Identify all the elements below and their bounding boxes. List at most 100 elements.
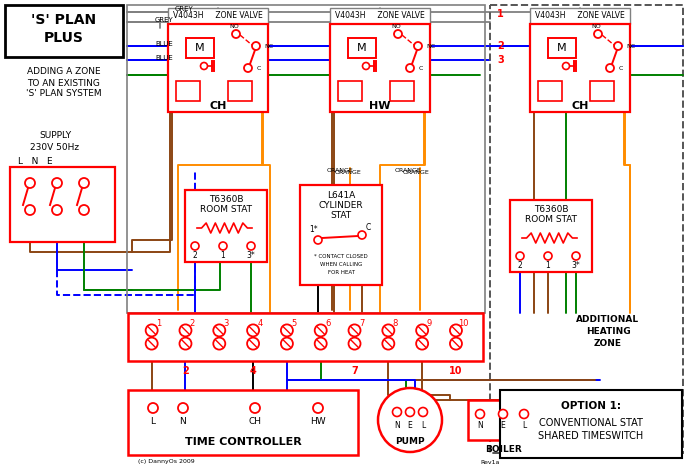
Bar: [330, 8, 430, 24]
Text: NC: NC: [264, 44, 273, 49]
Bar: [468, 400, 538, 440]
Text: ORANGE: ORANGE: [395, 168, 422, 173]
Circle shape: [79, 205, 89, 215]
Text: L   N   E: L N E: [18, 156, 52, 166]
Text: CH: CH: [571, 101, 589, 111]
Circle shape: [281, 324, 293, 336]
Circle shape: [315, 337, 326, 350]
Bar: [5, 5, 123, 57]
Circle shape: [358, 231, 366, 239]
Circle shape: [382, 337, 394, 350]
Circle shape: [252, 42, 260, 50]
Circle shape: [393, 408, 402, 417]
Text: E: E: [501, 421, 505, 430]
Bar: [127, 5, 485, 313]
Circle shape: [232, 30, 240, 38]
Text: NO: NO: [591, 24, 601, 29]
Text: T6360B: T6360B: [534, 205, 569, 214]
Text: 2: 2: [518, 262, 522, 271]
Text: M: M: [195, 43, 205, 53]
Circle shape: [450, 337, 462, 350]
Text: OPTION 1:: OPTION 1:: [561, 401, 621, 411]
Bar: [348, 38, 376, 58]
Circle shape: [247, 242, 255, 250]
Text: ORANGE: ORANGE: [335, 169, 362, 175]
Circle shape: [52, 178, 62, 188]
Bar: [530, 8, 630, 24]
Circle shape: [348, 337, 360, 350]
Text: 2: 2: [497, 41, 504, 51]
Text: 3: 3: [497, 55, 504, 65]
Text: 1*: 1*: [310, 226, 318, 234]
Circle shape: [244, 64, 252, 72]
Circle shape: [362, 63, 370, 70]
Text: GREY: GREY: [175, 6, 194, 12]
Bar: [128, 390, 358, 455]
Circle shape: [606, 64, 614, 72]
Circle shape: [516, 252, 524, 260]
Circle shape: [416, 337, 428, 350]
Text: (c) DannyOs 2009: (c) DannyOs 2009: [138, 460, 195, 465]
Circle shape: [146, 337, 158, 350]
Bar: [330, 24, 430, 112]
Text: CH: CH: [248, 417, 262, 425]
Text: 8: 8: [393, 319, 398, 328]
Circle shape: [52, 205, 62, 215]
Circle shape: [406, 64, 414, 72]
Text: 3*: 3*: [246, 251, 255, 261]
Text: ADDING A ZONE: ADDING A ZONE: [27, 67, 101, 76]
Circle shape: [315, 324, 326, 336]
Text: 10: 10: [457, 319, 469, 328]
Bar: [176, 81, 200, 101]
Text: 10: 10: [449, 366, 463, 376]
Circle shape: [419, 408, 428, 417]
Text: ROOM STAT: ROOM STAT: [200, 205, 252, 214]
Text: WHEN CALLING: WHEN CALLING: [319, 263, 362, 268]
Text: NC: NC: [426, 44, 435, 49]
Circle shape: [178, 403, 188, 413]
Bar: [300, 185, 382, 285]
Circle shape: [348, 324, 360, 336]
Text: ZONE: ZONE: [594, 339, 622, 349]
Bar: [510, 200, 592, 272]
Text: 1: 1: [497, 9, 504, 19]
Text: M: M: [357, 43, 367, 53]
Bar: [228, 81, 252, 101]
Text: PUMP: PUMP: [395, 438, 425, 446]
Text: PLUS: PLUS: [44, 31, 84, 45]
Bar: [10, 167, 115, 242]
Text: 1: 1: [546, 262, 551, 271]
Text: T6360B: T6360B: [209, 196, 244, 205]
Circle shape: [544, 252, 552, 260]
Bar: [338, 81, 362, 101]
Text: N: N: [179, 417, 186, 425]
Bar: [548, 38, 576, 58]
Text: STAT: STAT: [331, 211, 352, 219]
Circle shape: [25, 205, 35, 215]
Text: HEATING: HEATING: [586, 328, 630, 336]
Bar: [128, 313, 483, 361]
Text: 9: 9: [426, 319, 432, 328]
Text: C: C: [619, 66, 623, 71]
Text: C: C: [419, 66, 424, 71]
Circle shape: [250, 403, 260, 413]
Text: ORANGE: ORANGE: [326, 168, 353, 173]
Text: SHARED TIMESWITCH: SHARED TIMESWITCH: [538, 431, 644, 441]
Text: Rev1a: Rev1a: [480, 460, 500, 465]
Text: ROOM STAT: ROOM STAT: [525, 215, 577, 225]
Circle shape: [79, 178, 89, 188]
Circle shape: [201, 63, 208, 70]
Circle shape: [382, 324, 394, 336]
Circle shape: [614, 42, 622, 50]
Circle shape: [179, 337, 192, 350]
Circle shape: [148, 403, 158, 413]
Text: HW: HW: [369, 101, 391, 111]
Text: 2: 2: [182, 366, 189, 376]
Circle shape: [520, 410, 529, 418]
Circle shape: [281, 337, 293, 350]
Text: 1: 1: [221, 251, 226, 261]
Circle shape: [378, 388, 442, 452]
Text: V4043H     ZONE VALVE: V4043H ZONE VALVE: [535, 12, 625, 21]
Text: V4043H     ZONE VALVE: V4043H ZONE VALVE: [173, 12, 263, 21]
Text: 3*: 3*: [571, 262, 580, 271]
